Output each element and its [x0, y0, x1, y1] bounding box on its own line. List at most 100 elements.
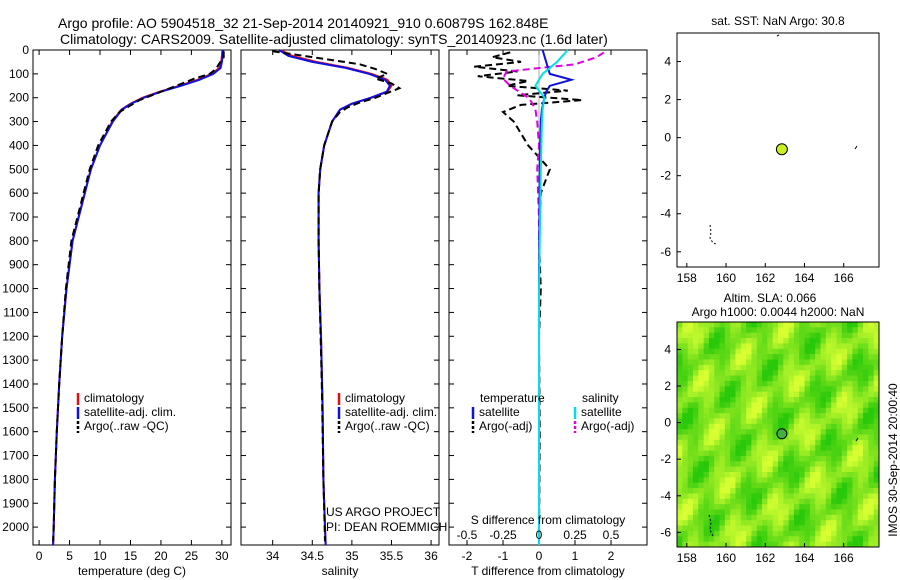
sla-cell — [841, 407, 848, 414]
sla-cell — [730, 343, 736, 350]
sla-cell — [783, 450, 790, 457]
sla-cell — [825, 348, 832, 355]
sla-cell — [692, 332, 699, 339]
sla-cell — [825, 380, 832, 387]
sla-cell — [767, 364, 774, 371]
sla-cell — [746, 359, 752, 366]
sla-cell — [703, 536, 710, 543]
sla-cell — [692, 466, 699, 473]
sla-cell — [772, 541, 779, 548]
sla-cell — [698, 338, 704, 344]
sla-cell — [746, 348, 752, 355]
sla-cell — [831, 482, 837, 489]
sla-cell — [852, 407, 859, 414]
sla-cell — [847, 439, 853, 446]
sla-cell — [820, 322, 827, 328]
sla-cell — [788, 348, 795, 355]
sla-cell — [852, 380, 859, 387]
sla-cell — [815, 439, 821, 446]
sla-cell — [703, 386, 710, 393]
sla-cell — [724, 525, 731, 532]
sla-cell — [735, 525, 742, 532]
sla-cell — [873, 386, 880, 393]
sla-cell — [746, 509, 752, 516]
sla-cell — [730, 493, 736, 500]
sla-cell — [836, 375, 843, 382]
sla-cell — [863, 530, 869, 537]
sla-cell — [841, 445, 848, 451]
sla-cell — [847, 536, 853, 543]
sla-cell — [873, 343, 880, 350]
sla-cell — [714, 418, 720, 425]
sla-cell — [825, 370, 832, 376]
sla-cell — [783, 536, 790, 543]
sla-cell — [831, 450, 837, 457]
sla-cell — [698, 530, 704, 537]
sla-cell — [783, 493, 790, 500]
sla-cell — [740, 397, 747, 403]
sla-cell — [793, 488, 800, 494]
sla-cell — [767, 359, 774, 366]
sla-cell — [714, 332, 720, 339]
sla-cell — [719, 413, 726, 419]
sla-cell — [799, 493, 805, 500]
sla-cell — [809, 327, 816, 334]
sla-cell — [841, 461, 848, 468]
sla-cell — [746, 461, 752, 468]
sla-cell — [841, 418, 848, 425]
sla-cell — [778, 504, 784, 510]
sla-cell — [708, 439, 715, 446]
sla-cell — [778, 338, 784, 344]
sla-cell — [730, 397, 736, 403]
sla-cell — [783, 380, 790, 387]
sla-cell — [820, 338, 827, 344]
sla-cell — [762, 514, 768, 521]
sla-cell — [687, 364, 694, 371]
sdiff-satellite-line — [534, 49, 569, 545]
sla-cell — [863, 375, 869, 382]
sla-cell — [788, 520, 795, 526]
sla-cell — [708, 461, 715, 468]
sla-cell — [783, 322, 790, 328]
sla-cell — [783, 402, 790, 409]
sla-cell — [735, 364, 742, 371]
salinity-plot-frame — [240, 49, 440, 546]
sla-cell — [751, 450, 758, 457]
sla-cell — [788, 445, 795, 451]
salinity-xtick-label: 35 — [345, 549, 359, 563]
sla-cell — [815, 364, 821, 371]
sla-cell — [783, 455, 790, 462]
sla-cell — [809, 445, 816, 451]
sla-cell — [756, 434, 763, 441]
sla-cell — [762, 525, 768, 532]
sla-cell — [783, 327, 790, 334]
sla-cell — [799, 327, 805, 334]
sla-cell — [815, 434, 821, 441]
depth-tick-label: 1400 — [2, 377, 29, 391]
sla-cell — [857, 327, 864, 334]
sla-cell — [825, 332, 832, 339]
sla-cell — [857, 418, 864, 425]
sla-cell — [740, 477, 747, 484]
sla-cell — [719, 364, 726, 371]
sla-cell — [831, 354, 837, 360]
sla-cell — [809, 450, 816, 457]
sla-cell — [778, 343, 784, 350]
sla-cell — [863, 364, 869, 371]
sla-cell — [724, 407, 731, 414]
sla-cell — [815, 402, 821, 409]
sla-cell — [863, 466, 869, 473]
sla-cell — [857, 338, 864, 344]
sla-cell — [778, 477, 784, 484]
sla-cell — [724, 322, 731, 328]
sla-cell — [703, 407, 710, 414]
sla-cell — [740, 418, 747, 425]
sla-cell — [687, 359, 694, 366]
sla-cell — [692, 445, 699, 451]
sst_map-xtick-label: 162 — [755, 271, 775, 285]
sla-cell — [698, 488, 704, 494]
sla-cell — [836, 343, 843, 350]
sla-cell — [698, 380, 704, 387]
sla-cell — [746, 407, 752, 414]
